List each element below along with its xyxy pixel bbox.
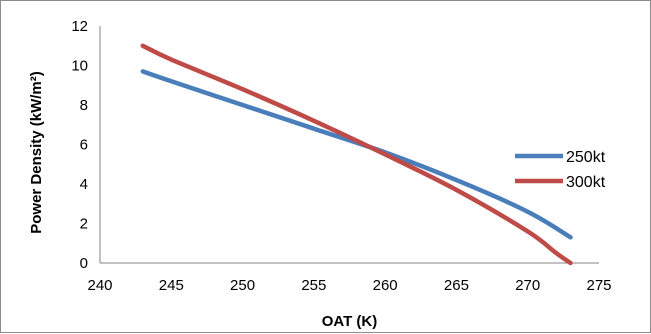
x-tick-label: 245 bbox=[159, 277, 184, 294]
legend: 250kt 300kt bbox=[515, 149, 606, 191]
legend-label-250kt: 250kt bbox=[566, 149, 606, 166]
y-tick-label: 6 bbox=[80, 137, 88, 154]
series-line-250kt bbox=[140, 69, 573, 240]
axes-layer bbox=[99, 26, 599, 264]
x-tick-label: 260 bbox=[373, 277, 398, 294]
x-tick-label: 240 bbox=[87, 277, 112, 294]
y-tick-label: 2 bbox=[80, 216, 88, 233]
series-lines bbox=[140, 43, 573, 266]
x-tick-labels: 240 245 250 255 260 265 270 275 bbox=[87, 277, 611, 294]
x-tick-label: 275 bbox=[586, 277, 611, 294]
x-tick-label: 255 bbox=[301, 277, 326, 294]
y-tick-label: 12 bbox=[71, 18, 88, 35]
x-tick-label: 270 bbox=[515, 277, 540, 294]
x-tick-label: 250 bbox=[230, 277, 255, 294]
y-tick-label: 10 bbox=[71, 58, 88, 75]
x-axis-title: OAT (K) bbox=[322, 313, 378, 330]
y-tick-label: 8 bbox=[80, 97, 88, 114]
y-axis-title: Power Density (kW/m²) bbox=[28, 71, 45, 234]
y-tick-label: 4 bbox=[80, 176, 88, 193]
x-tick-label: 265 bbox=[444, 277, 469, 294]
legend-label-300kt: 300kt bbox=[566, 174, 606, 191]
y-tick-labels: 0 2 4 6 8 10 12 bbox=[71, 18, 88, 272]
y-tick-label: 0 bbox=[80, 255, 88, 272]
series-line-300kt bbox=[140, 43, 573, 266]
